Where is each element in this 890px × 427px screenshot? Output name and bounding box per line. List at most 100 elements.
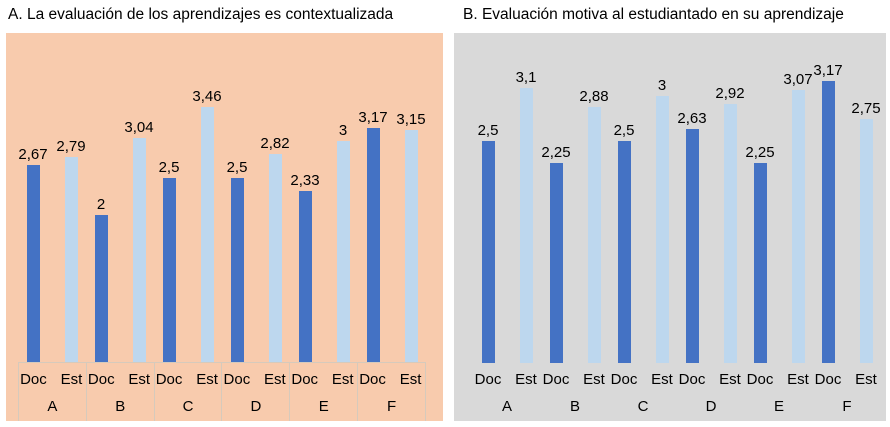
plot-area-a: 2,67 2,79 2 3,04 2,5 3,46 2,5 2,82 2,33 3 3,17 3,15 — [18, 33, 426, 363]
bar-value-label: 3,1 — [515, 69, 537, 86]
bar-doc — [617, 141, 631, 363]
bar-column-doc: 2,5 — [478, 123, 498, 363]
bar-value-label: 2,67 — [18, 146, 48, 163]
series-label-doc: Doc — [291, 371, 319, 388]
bar-group-b: 2 3,04 — [86, 120, 154, 363]
bar-value-label: 2,63 — [677, 110, 707, 127]
series-labels-row: Doc Est — [541, 363, 609, 396]
series-label-col: Est — [128, 371, 150, 388]
bar-group-e: 2,25 3,07 — [745, 72, 813, 363]
bar-est — [723, 104, 737, 363]
bar-doc — [549, 163, 563, 363]
series-label-col: Doc — [815, 371, 842, 388]
bar-value-label: 2 — [96, 196, 106, 213]
bar-group-d: 2,5 2,82 — [222, 136, 290, 363]
series-label-col: Doc — [20, 371, 47, 388]
bar-column-est: 2,82 — [260, 136, 290, 363]
axis-cell-b: Doc Est B — [541, 363, 609, 421]
series-label-doc: Doc — [610, 371, 638, 388]
bar-column-est: 3,07 — [783, 72, 813, 363]
series-labels-row: Doc Est — [813, 363, 881, 396]
category-axis-a: Doc Est A Doc Est B Doc Est C Doc Est D Doc Est E Doc Es… — [18, 362, 426, 421]
category-label: E — [318, 398, 329, 415]
series-label-col: Est — [855, 371, 877, 388]
series-labels-row: Doc Est — [19, 363, 86, 396]
bar-column-est: 2,88 — [579, 89, 609, 363]
bar-column-doc: 2,33 — [290, 173, 320, 363]
series-label-col: Doc — [611, 371, 638, 388]
bar-est — [655, 96, 669, 363]
chart-title-a: A. La evaluación de los aprendizajes es … — [8, 6, 394, 23]
bar-doc — [685, 129, 699, 363]
axis-cell-c: Doc Est C — [609, 363, 677, 421]
axis-cell-d: Doc Est D — [222, 363, 291, 421]
bar-value-label: 3 — [657, 77, 667, 94]
bar-est — [64, 157, 78, 363]
series-label-doc: Doc — [87, 371, 115, 388]
bar-column-doc: 2,67 — [18, 147, 48, 363]
bar-value-label: 2,25 — [745, 144, 775, 161]
bar-column-doc: 3,17 — [358, 110, 388, 363]
axis-cell-e: Doc Est E — [290, 363, 359, 421]
series-label-col: Doc — [291, 371, 318, 388]
category-label: E — [773, 398, 784, 415]
category-label: F — [386, 398, 397, 415]
bar-doc — [753, 163, 767, 363]
series-labels-row: Doc Est — [155, 363, 222, 396]
bar-column-est: 3,1 — [516, 70, 536, 363]
chart-panel-b: 2,5 3,1 2,25 2,88 2,5 3 2,63 2,92 2,25 3,07 3,17 2,… — [454, 33, 886, 421]
series-labels-row: Doc Est — [609, 363, 677, 396]
series-label-col: Est — [719, 371, 741, 388]
series-label-col: Doc — [88, 371, 115, 388]
bar-est — [336, 141, 350, 363]
bar-value-label: 3,04 — [124, 119, 154, 136]
bar-doc — [162, 178, 176, 363]
bar-value-label: 2,75 — [851, 100, 881, 117]
bar-value-label: 3 — [338, 122, 348, 139]
bar-value-label: 3,15 — [396, 111, 426, 128]
category-label: A — [501, 398, 512, 415]
bar-est — [404, 130, 418, 363]
category-label: F — [842, 398, 852, 415]
series-label-col: Doc — [224, 371, 251, 388]
series-label-doc: Doc — [542, 371, 570, 388]
bar-column-est: 3,04 — [124, 120, 154, 363]
series-label-est: Est — [331, 371, 354, 388]
bar-est — [791, 90, 805, 363]
series-label-col: Est — [515, 371, 537, 388]
bar-value-label: 2,92 — [715, 85, 745, 102]
bar-group-d: 2,63 2,92 — [677, 86, 745, 363]
bar-group-f: 3,17 3,15 — [358, 110, 426, 363]
bar-est — [587, 107, 601, 363]
series-labels-row: Doc Est — [677, 363, 745, 396]
series-label-doc: Doc — [359, 371, 386, 388]
category-label: B — [115, 398, 126, 415]
bar-group-b: 2,25 2,88 — [541, 89, 609, 363]
bar-value-label: 3,17 — [813, 62, 843, 79]
bar-group-f: 3,17 2,75 — [813, 63, 881, 363]
axis-cell-a: Doc Est A — [18, 363, 87, 421]
bar-doc — [94, 215, 108, 363]
category-axis-b: Doc Est A Doc Est B Doc Est C Doc Est D Doc Est E Doc Es… — [473, 363, 881, 421]
plot-area-b: 2,5 3,1 2,25 2,88 2,5 3 2,63 2,92 2,25 3,07 3,17 2,… — [473, 33, 881, 363]
series-label-doc: Doc — [223, 371, 251, 388]
series-label-est: Est — [128, 371, 151, 388]
bar-column-doc: 2 — [94, 196, 108, 363]
bar-group-e: 2,33 3 — [290, 123, 358, 363]
series-label-col: Est — [787, 371, 809, 388]
bar-value-label: 3,17 — [358, 109, 388, 126]
series-label-est: Est — [196, 371, 218, 388]
bar-column-doc: 2,5 — [614, 123, 634, 363]
series-label-est: Est — [60, 371, 83, 388]
bar-doc — [481, 141, 495, 363]
series-label-col: Doc — [679, 371, 706, 388]
bar-group-a: 2,5 3,1 — [473, 70, 541, 363]
series-label-est: Est — [787, 371, 809, 388]
bar-column-est: 2,79 — [56, 139, 86, 363]
bar-est — [200, 107, 214, 363]
bar-value-label: 2,79 — [56, 138, 86, 155]
bar-value-label: 2,82 — [260, 135, 290, 152]
bar-column-est: 3,15 — [396, 112, 426, 363]
category-label: C — [182, 398, 194, 415]
